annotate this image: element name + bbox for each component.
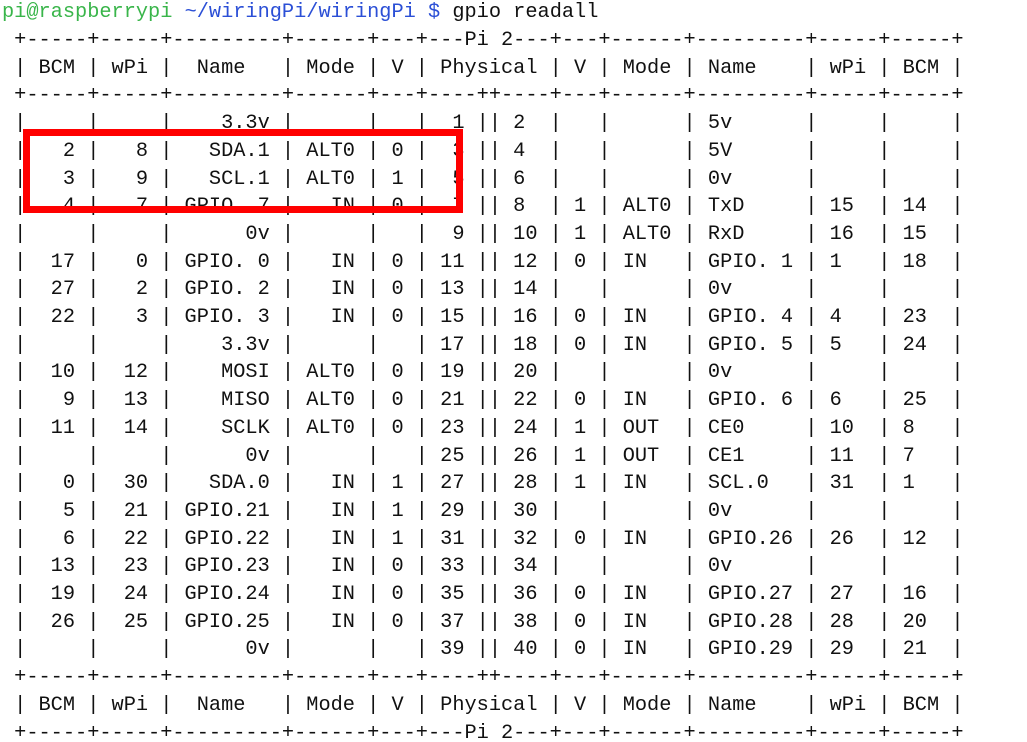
prompt-user: pi@raspberrypi <box>2 1 173 24</box>
table-row: | 5 | 21 | GPIO.21 | IN | 1 | 29 || 30 |… <box>2 499 964 523</box>
table-row: | | | 0v | | | 39 || 40 | 0 | IN | GPIO.… <box>2 638 964 662</box>
table-row: | 13 | 23 | GPIO.23 | IN | 0 | 33 || 34 … <box>2 555 964 579</box>
table-header-row: | BCM | wPi | Name | Mode | V | Physical… <box>2 693 964 717</box>
table-row: | 6 | 22 | GPIO.22 | IN | 1 | 31 || 32 |… <box>2 527 964 551</box>
table-row: | 19 | 24 | GPIO.24 | IN | 0 | 35 || 36 … <box>2 583 964 606</box>
table-header-row: | BCM | wPi | Name | Mode | V | Physical… <box>2 56 964 80</box>
table-border-line: +-----+-----+---------+------+---+----++… <box>2 84 964 108</box>
table-row: | | | 0v | | | 9 || 10 | 1 | ALT0 | RxD … <box>2 222 964 246</box>
table-row: | 2 | 8 | SDA.1 | ALT0 | 0 | 3 || 4 | | … <box>2 139 964 163</box>
table-border-line: +-----+-----+---------+------+---+---Pi … <box>2 29 964 52</box>
command-line: pi@raspberrypi ~/wiringPi/wiringPi $ gpi… <box>2 0 598 26</box>
table-row: | 27 | 2 | GPIO. 2 | IN | 0 | 13 || 14 |… <box>2 278 964 302</box>
table-row: | 9 | 13 | MISO | ALT0 | 0 | 21 || 22 | … <box>2 389 964 413</box>
table-row: | | | 0v | | | 25 || 26 | 1 | OUT | CE1 … <box>2 444 964 468</box>
table-row: | | | 3.3v | | | 17 || 18 | 0 | IN | GPI… <box>2 333 964 357</box>
table-border-line: +-----+-----+---------+------+---+---Pi … <box>2 721 964 742</box>
table-row: | 17 | 0 | GPIO. 0 | IN | 0 | 11 || 12 |… <box>2 250 964 274</box>
command-text: gpio readall <box>452 1 599 24</box>
table-row: | 26 | 25 | GPIO.25 | IN | 0 | 37 || 38 … <box>2 610 964 634</box>
prompt-path: ~/wiringPi/wiringPi $ <box>184 1 441 24</box>
table-row: | | | 3.3v | | | 1 || 2 | | | 5v | | | <box>2 112 964 136</box>
table-row: | 11 | 14 | SCLK | ALT0 | 0 | 23 || 24 |… <box>2 416 964 440</box>
table-row: | 22 | 3 | GPIO. 3 | IN | 0 | 15 || 16 |… <box>2 306 964 329</box>
table-row: | 4 | 7 | GPIO. 7 | IN | 0 | 7 || 8 | 1 … <box>2 195 964 219</box>
table-row: | 10 | 12 | MOSI | ALT0 | 0 | 19 || 20 |… <box>2 361 964 385</box>
table-border-line: +-----+-----+---------+------+---+----++… <box>2 666 964 690</box>
table-row: | 0 | 30 | SDA.0 | IN | 1 | 27 || 28 | 1… <box>2 472 964 496</box>
table-row: | 3 | 9 | SCL.1 | ALT0 | 1 | 5 || 6 | | … <box>2 167 964 191</box>
